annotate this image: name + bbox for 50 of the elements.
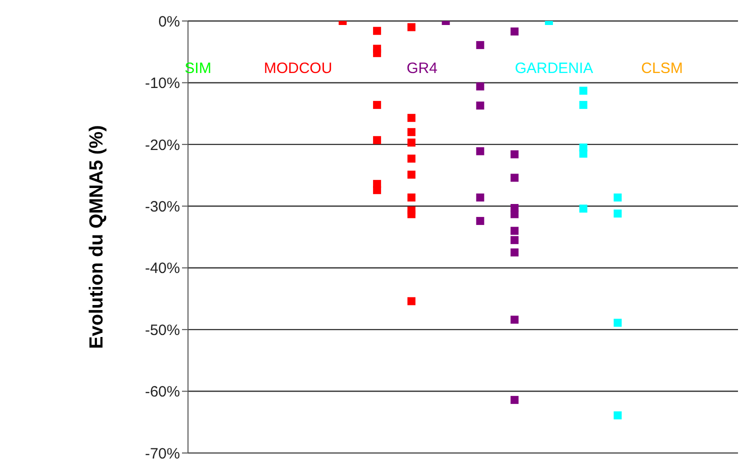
point [476, 194, 484, 202]
point [579, 204, 588, 213]
point [510, 248, 519, 256]
point [614, 318, 622, 327]
point [476, 41, 484, 50]
point [407, 138, 416, 147]
point [373, 49, 382, 58]
y-tick-label: -30% [144, 198, 180, 216]
y-tick-label: -40% [144, 260, 180, 278]
y-tick-label: -60% [144, 384, 180, 401]
point [373, 186, 382, 194]
point [407, 114, 416, 122]
point [579, 86, 588, 95]
text: GR4 [406, 60, 438, 77]
y-axis-title: Evolution du QMNA5 (%) [86, 125, 108, 349]
y-tick-label: -50% [144, 322, 180, 339]
point [407, 154, 416, 163]
point [614, 210, 622, 218]
point [510, 174, 519, 182]
point [373, 100, 382, 109]
point [510, 226, 519, 235]
text: MODCOU [264, 60, 332, 77]
point [579, 100, 588, 109]
point [476, 102, 484, 110]
point [579, 150, 588, 158]
point [614, 411, 622, 420]
point [407, 210, 416, 218]
point [614, 194, 622, 202]
point [510, 210, 519, 218]
point [510, 236, 519, 244]
series-label: GARDENIA [514, 60, 594, 77]
y-tick-label: -70% [144, 445, 180, 462]
point [373, 136, 382, 144]
legend-label: CLSM [641, 60, 683, 77]
point [510, 316, 519, 324]
point [407, 194, 416, 202]
point [476, 216, 484, 225]
point [510, 27, 519, 36]
point [373, 26, 382, 35]
point [476, 147, 484, 156]
point [407, 297, 416, 306]
point [407, 23, 416, 32]
point [407, 170, 416, 179]
y-tick-label: -10% [144, 75, 180, 92]
point [476, 82, 484, 90]
point [510, 150, 519, 158]
point [510, 396, 519, 404]
y-tick-label: -20% [144, 136, 180, 154]
point [407, 128, 416, 136]
y-tick-label: 0% [158, 13, 180, 30]
